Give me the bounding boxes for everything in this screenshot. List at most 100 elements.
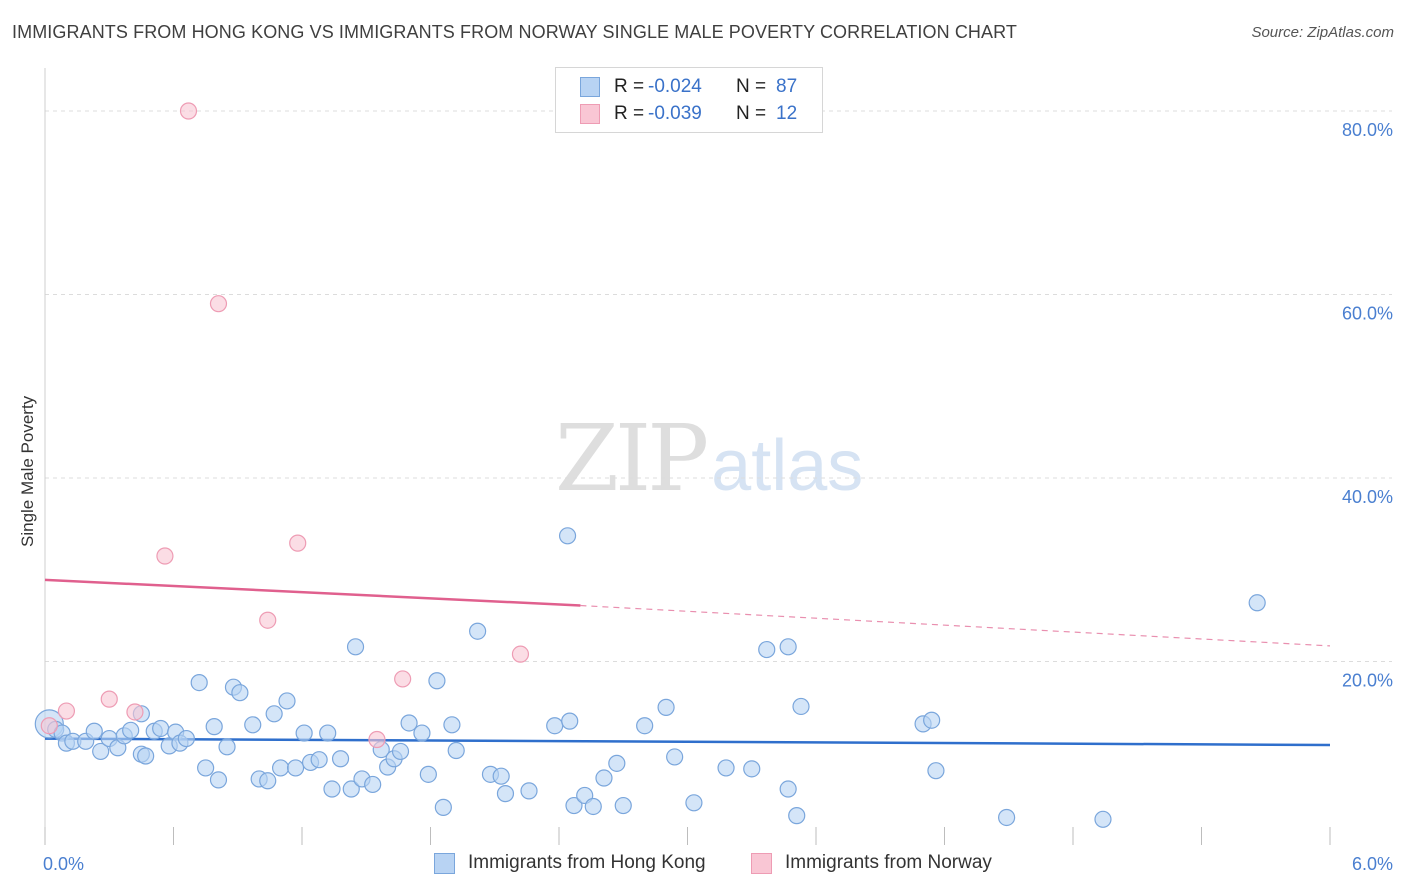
data-point-hong-kong bbox=[413, 724, 431, 742]
data-point-hong-kong bbox=[342, 780, 360, 798]
data-point-hong-kong bbox=[779, 638, 797, 656]
y-tick-label: 60.0% bbox=[1342, 304, 1393, 324]
bottom-legend-label-norway: Immigrants from Norway bbox=[785, 852, 992, 873]
bottom-legend-label-hong-kong: Immigrants from Hong Kong bbox=[468, 852, 706, 873]
data-point-hong-kong bbox=[85, 722, 103, 740]
legend-n-value: 12 bbox=[776, 103, 798, 124]
trend-line-hong-kong bbox=[44, 737, 1331, 747]
data-point-hong-kong bbox=[558, 527, 577, 545]
data-point-hong-kong bbox=[636, 717, 654, 735]
data-point-hong-kong bbox=[927, 762, 945, 780]
data-point-hong-kong bbox=[717, 759, 735, 777]
data-point-hong-kong bbox=[492, 767, 510, 785]
data-point-hong-kong bbox=[319, 724, 337, 742]
data-point-hong-kong bbox=[122, 721, 140, 739]
legend-r-value: -0.024 bbox=[648, 76, 702, 97]
data-point-norway bbox=[209, 295, 228, 313]
data-point-hong-kong bbox=[428, 672, 446, 690]
data-point-hong-kong bbox=[190, 674, 208, 692]
data-point-hong-kong bbox=[743, 760, 761, 778]
points bbox=[34, 102, 1266, 828]
source-credit: Source: ZipAtlas.com bbox=[1251, 24, 1394, 41]
data-point-hong-kong bbox=[792, 697, 810, 716]
data-point-hong-kong bbox=[244, 716, 262, 734]
data-point-hong-kong bbox=[657, 698, 675, 716]
data-point-hong-kong bbox=[400, 714, 418, 732]
data-point-hong-kong bbox=[758, 640, 776, 659]
data-point-norway bbox=[57, 702, 76, 720]
watermark-zip: ZIP bbox=[555, 405, 709, 512]
data-point-norway bbox=[394, 670, 412, 688]
data-point-norway bbox=[259, 611, 277, 629]
data-point-norway bbox=[100, 690, 118, 708]
data-point-hong-kong bbox=[271, 759, 290, 777]
data-point-hong-kong bbox=[496, 785, 515, 803]
y-tick-label: 40.0% bbox=[1342, 487, 1393, 507]
axes bbox=[44, 68, 1331, 845]
data-point-hong-kong bbox=[434, 798, 452, 816]
watermark: ZIPatlas bbox=[555, 405, 863, 512]
data-point-hong-kong bbox=[218, 738, 236, 756]
data-point-hong-kong bbox=[546, 717, 564, 735]
data-point-hong-kong bbox=[561, 712, 579, 730]
data-point-norway bbox=[126, 703, 144, 721]
data-point-norway bbox=[179, 102, 198, 120]
legend-n-label: N = bbox=[736, 103, 767, 124]
data-point-hong-kong bbox=[209, 771, 228, 789]
legend-n-label: N = bbox=[736, 76, 767, 97]
data-point-hong-kong bbox=[595, 769, 613, 787]
data-point-hong-kong bbox=[565, 796, 583, 815]
data-point-hong-kong bbox=[779, 780, 797, 798]
data-point-hong-kong bbox=[614, 796, 632, 815]
data-point-norway bbox=[156, 547, 174, 565]
y-tick-label: 80.0% bbox=[1342, 120, 1393, 140]
data-point-hong-kong bbox=[231, 684, 249, 702]
bottom-legend-swatch-norway bbox=[751, 853, 772, 874]
data-point-hong-kong bbox=[520, 782, 538, 800]
legend-n-value: 87 bbox=[776, 76, 798, 97]
data-point-hong-kong bbox=[295, 724, 313, 742]
data-point-norway bbox=[511, 645, 530, 663]
data-point-hong-kong bbox=[447, 741, 465, 760]
data-point-hong-kong bbox=[137, 747, 155, 765]
data-point-hong-kong bbox=[391, 742, 410, 761]
tick-labels: 20.0% 40.0% 60.0% 80.0% 0.0% 6.0% bbox=[43, 120, 1393, 874]
y-axis-label: Single Male Poverty bbox=[18, 396, 38, 547]
data-point-hong-kong bbox=[205, 718, 223, 736]
x-tick-label: 0.0% bbox=[43, 854, 84, 874]
data-point-hong-kong bbox=[923, 711, 941, 729]
data-point-hong-kong bbox=[1248, 594, 1266, 612]
grid bbox=[45, 110, 1392, 662]
data-point-hong-kong bbox=[998, 808, 1016, 827]
trend-line-norway bbox=[44, 578, 581, 607]
data-point-hong-kong bbox=[92, 742, 110, 761]
x-tick-label: 6.0% bbox=[1352, 854, 1393, 874]
data-point-hong-kong bbox=[608, 754, 626, 772]
trend-line-norway-extension bbox=[580, 604, 1331, 647]
bottom-legend-swatch-hong-kong bbox=[434, 853, 455, 874]
legend-r-label: R = bbox=[614, 103, 645, 124]
data-point-hong-kong bbox=[331, 750, 350, 768]
y-axis-label-text: Single Male Poverty bbox=[18, 395, 37, 547]
data-point-hong-kong bbox=[788, 807, 806, 825]
watermark-atlas: atlas bbox=[711, 426, 864, 506]
data-point-hong-kong bbox=[286, 759, 305, 777]
data-point-hong-kong bbox=[584, 797, 602, 816]
data-point-norway bbox=[368, 730, 386, 749]
data-point-hong-kong bbox=[364, 775, 382, 794]
data-point-norway bbox=[289, 534, 307, 552]
data-point-hong-kong bbox=[152, 719, 170, 738]
correlation-legend: R = -0.024 N = 87 R = -0.039 N = 12 bbox=[555, 67, 823, 133]
data-point-hong-kong bbox=[323, 780, 341, 798]
y-tick-label: 20.0% bbox=[1342, 671, 1393, 691]
data-point-hong-kong bbox=[419, 765, 437, 783]
data-point-hong-kong bbox=[685, 794, 703, 812]
data-point-hong-kong bbox=[1094, 810, 1112, 828]
data-point-hong-kong bbox=[469, 622, 487, 640]
legend-swatch-norway bbox=[580, 104, 600, 124]
data-point-hong-kong bbox=[259, 772, 277, 790]
data-point-hong-kong bbox=[278, 692, 296, 710]
legend-r-label: R = bbox=[614, 76, 645, 97]
data-point-hong-kong bbox=[443, 716, 461, 734]
